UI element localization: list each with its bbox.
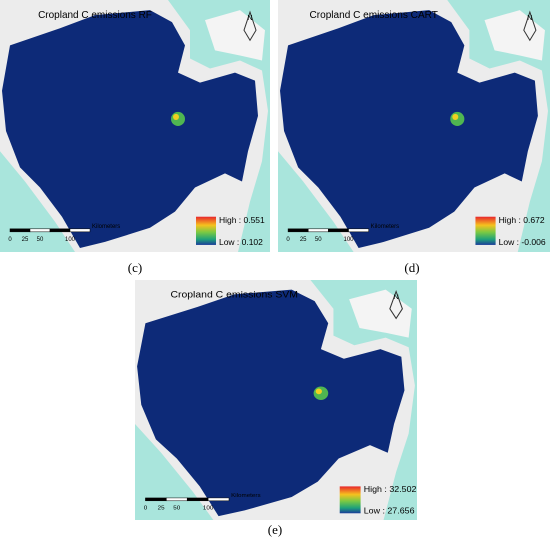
scale-label: 25 — [300, 237, 307, 243]
scale-label: 100 — [203, 506, 214, 512]
scale-segment — [9, 228, 31, 233]
scale-label: 0 — [144, 506, 148, 512]
hotspot — [173, 113, 179, 120]
scale-segment — [166, 497, 188, 502]
study-area — [280, 10, 538, 248]
scale-segment — [29, 228, 51, 233]
study-area — [137, 289, 405, 517]
sea — [0, 151, 75, 252]
legend-low: Low : 27.656 — [364, 506, 415, 516]
land-right — [205, 10, 265, 61]
scale-segment — [69, 228, 91, 233]
scale-label: 50 — [37, 237, 44, 243]
scale-segment — [307, 228, 329, 233]
scale-label: 50 — [315, 237, 322, 243]
north-arrow — [523, 10, 537, 42]
north-arrow — [243, 10, 257, 42]
legend-bar — [196, 216, 216, 245]
north-label: N — [527, 15, 532, 22]
legend-bar — [475, 216, 496, 245]
map-panel: Cropland C emissions RF N High : 0.551 Low … — [0, 0, 270, 252]
north-arrow — [389, 290, 403, 320]
scale-unit: Kilometers — [92, 224, 120, 230]
legend-high: High : 0.551 — [219, 215, 265, 225]
north-label: N — [393, 294, 398, 301]
map-title: Cropland C emissions CART — [310, 10, 438, 21]
legend-high: High : 0.672 — [499, 215, 545, 225]
scale-label: 25 — [158, 506, 166, 512]
study-area — [2, 10, 258, 248]
scale-label: 0 — [286, 237, 290, 243]
scale-segment — [145, 497, 167, 502]
sea — [135, 424, 214, 520]
legend-low: Low : 0.102 — [219, 237, 263, 247]
map-panel: Cropland C emissions SVM N High : 32.502 Lo… — [135, 280, 417, 520]
scale-label: 100 — [343, 237, 354, 243]
scale-unit: Kilometers — [231, 493, 261, 499]
scale-segment — [328, 228, 349, 233]
caption: (c) — [127, 260, 143, 275]
land-right — [349, 289, 412, 338]
scale-segment — [348, 228, 369, 233]
scale-segment — [186, 497, 209, 502]
map-title: Cropland C emissions SVM — [170, 290, 298, 301]
scale-label: 25 — [22, 237, 29, 243]
land-right — [484, 10, 545, 61]
caption: (e) — [267, 522, 283, 537]
scale-label: 0 — [8, 237, 12, 243]
scale-segment — [49, 228, 71, 233]
scale-unit: Kilometers — [371, 224, 399, 230]
hotspot — [315, 388, 322, 395]
map-panel: Cropland C emissions CART N High : 0.672 Lo… — [278, 0, 550, 252]
caption: (d) — [404, 260, 420, 275]
legend-high: High : 32.502 — [364, 485, 417, 495]
scale-segment — [287, 228, 309, 233]
hotspot — [452, 113, 459, 120]
north-label: N — [247, 15, 252, 22]
scale-label: 100 — [65, 237, 76, 243]
legend-low: Low : -0.006 — [499, 237, 546, 247]
scale-segment — [207, 497, 230, 502]
map-title: Cropland C emissions RF — [38, 10, 152, 21]
scale-label: 50 — [173, 506, 181, 512]
legend-bar — [339, 486, 361, 514]
sea — [278, 151, 354, 252]
